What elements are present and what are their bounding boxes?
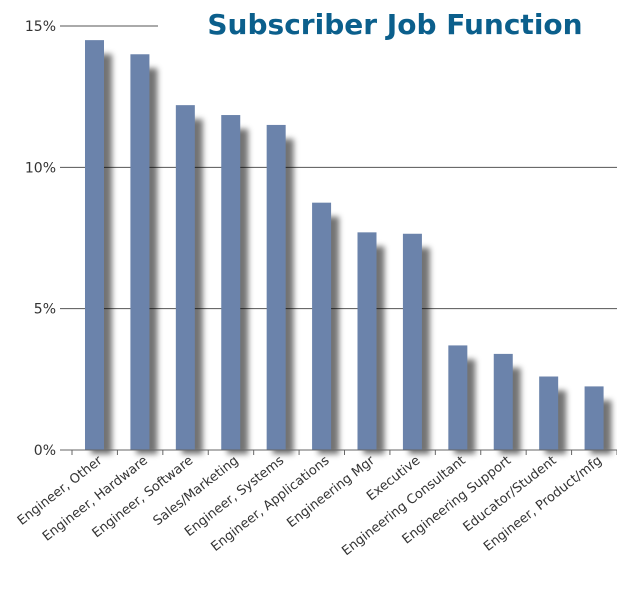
bar-shadows bbox=[91, 54, 612, 455]
chart-title: Subscriber Job Function bbox=[207, 8, 582, 41]
bar bbox=[266, 124, 286, 450]
bar bbox=[130, 54, 150, 451]
bar bbox=[493, 353, 513, 450]
bar bbox=[175, 105, 195, 450]
bar bbox=[448, 345, 468, 450]
bars bbox=[85, 40, 604, 451]
y-tick-label: 5% bbox=[34, 302, 56, 318]
y-tick-labels: 0% 5% 10% 15% bbox=[25, 19, 56, 459]
bar bbox=[221, 115, 241, 450]
y-tick-label: 10% bbox=[25, 160, 56, 176]
bar bbox=[584, 386, 604, 450]
y-tick-label: 0% bbox=[34, 443, 56, 459]
y-tick-label: 15% bbox=[25, 19, 56, 35]
bar bbox=[312, 202, 332, 450]
axes bbox=[60, 449, 617, 455]
bar bbox=[402, 233, 422, 450]
bar bbox=[357, 232, 377, 450]
bar bbox=[539, 376, 559, 450]
bar bbox=[85, 40, 104, 451]
